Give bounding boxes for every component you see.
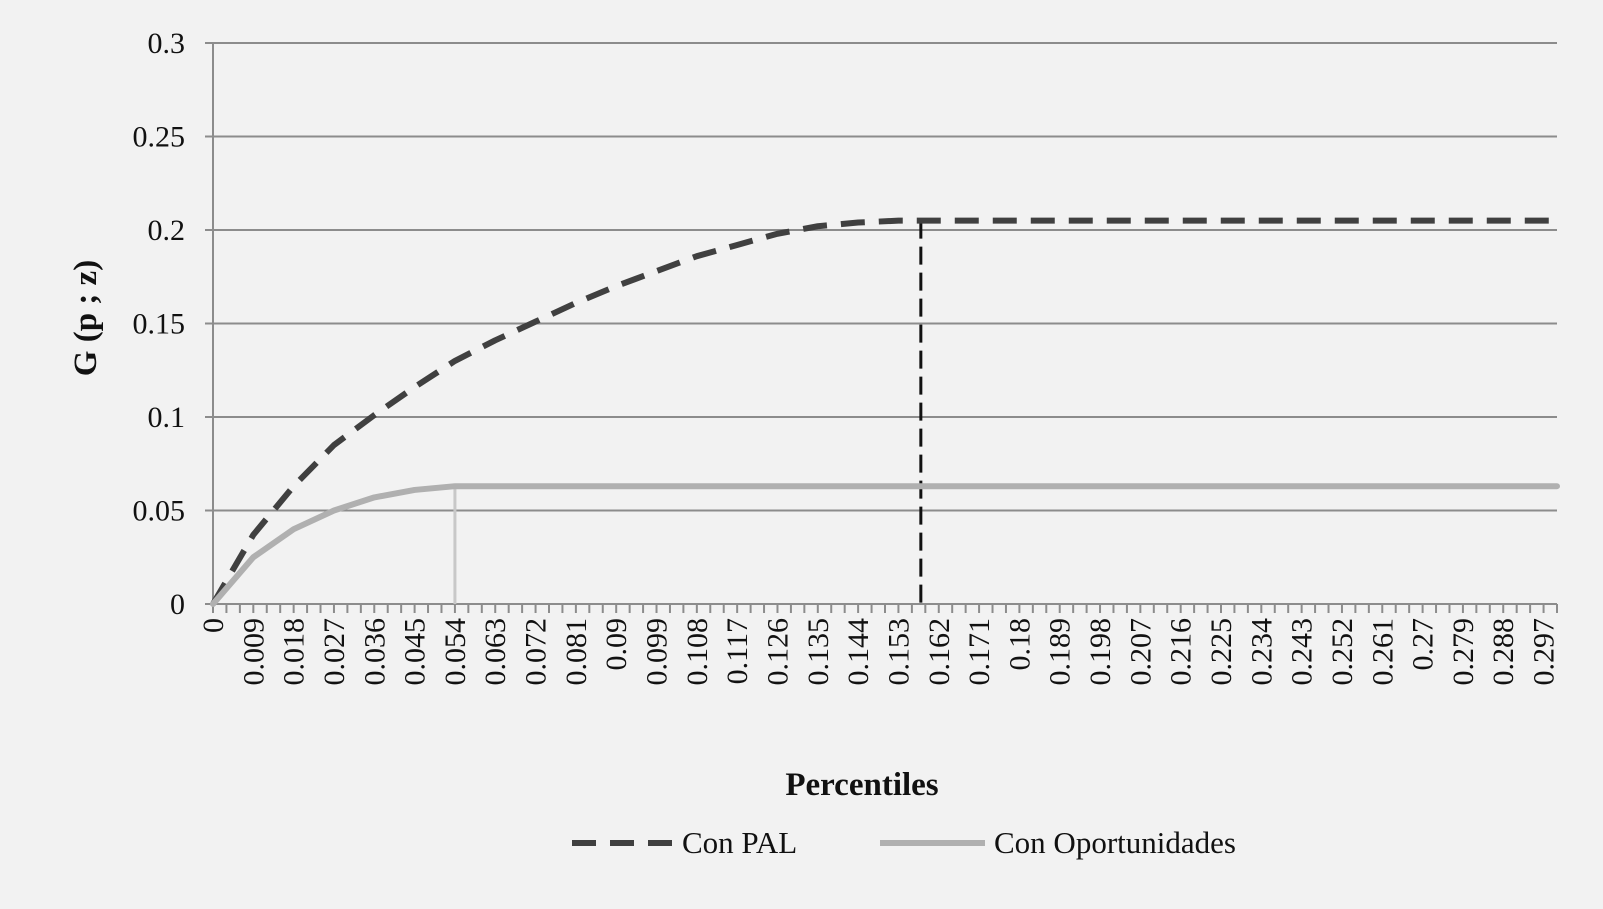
x-tick-label: 0.243 (1286, 618, 1319, 686)
x-tick-label: 0.027 (318, 618, 351, 686)
x-tick-label: 0.126 (761, 618, 794, 686)
x-tick-label: 0.252 (1326, 618, 1359, 686)
x-tick-label: 0.198 (1084, 618, 1117, 686)
x-tick-label: 0.297 (1528, 618, 1561, 686)
x-tick-label: 0.162 (923, 618, 956, 686)
legend-label-con-oportunidades: Con Oportunidades (994, 825, 1236, 860)
x-tick-label: 0.189 (1044, 618, 1077, 686)
x-tick-label: 0.225 (1205, 618, 1238, 686)
x-tick-label: 0.171 (963, 618, 996, 686)
y-axis-title: G (p ; z) (68, 260, 104, 376)
x-tick-label: 0.081 (560, 618, 593, 686)
legend: Con PAL Con Oportunidades (572, 825, 1236, 860)
axes (212, 43, 1558, 613)
x-tick-label: 0.234 (1245, 618, 1278, 686)
y-tick-label: 0.25 (133, 121, 186, 154)
x-tick-label: 0.072 (520, 618, 553, 686)
x-tick-label: 0.099 (641, 618, 674, 686)
x-tick-label: 0.036 (358, 618, 391, 686)
x-tick-label: 0.279 (1447, 618, 1480, 686)
x-tick-label: 0.108 (681, 618, 714, 686)
y-tick-label: 0.1 (148, 401, 186, 434)
y-tick-label: 0.2 (148, 214, 186, 247)
y-tick-label: 0.15 (133, 308, 186, 341)
x-tick-label: 0.063 (479, 618, 512, 686)
y-tick-label: 0.3 (148, 27, 186, 60)
y-tick-labels: 0 0.05 0.1 0.15 0.2 0.25 0.3 (133, 27, 186, 621)
series-lines (210, 217, 1560, 607)
x-tick-label: 0.09 (600, 618, 633, 671)
y-tick-label: 0.05 (133, 495, 186, 528)
x-tick-label: 0 (197, 618, 230, 633)
x-tick-label: 0.009 (237, 618, 270, 686)
gridlines (205, 42, 1557, 605)
legend-label-con-pal: Con PAL (682, 825, 797, 860)
x-tick-label: 0.054 (439, 618, 472, 686)
x-tick-label: 0.261 (1366, 618, 1399, 686)
x-tick-label: 0.27 (1407, 618, 1440, 671)
x-tick-label: 0.288 (1487, 618, 1520, 686)
series-line-con-pal (210, 217, 1557, 606)
y-tick-label: 0 (170, 588, 185, 621)
x-tick-label: 0.207 (1124, 618, 1157, 686)
series-line-con-oportunidades (210, 483, 1560, 607)
x-tick-label: 0.216 (1165, 618, 1198, 686)
x-tick-label: 0.144 (842, 618, 875, 686)
x-tick-label: 0.153 (882, 618, 915, 686)
x-tick-label: 0.117 (721, 618, 754, 684)
x-tick-label: 0.135 (802, 618, 835, 686)
x-tick-label: 0.045 (399, 618, 432, 686)
x-tick-label: 0.018 (278, 618, 311, 686)
x-tick-labels: 0 0.009 0.018 0.027 0.036 0.045 0.054 0.063 0.07… (197, 618, 1561, 686)
x-tick-label: 0.18 (1003, 618, 1036, 671)
x-axis-title: Percentiles (785, 767, 938, 803)
